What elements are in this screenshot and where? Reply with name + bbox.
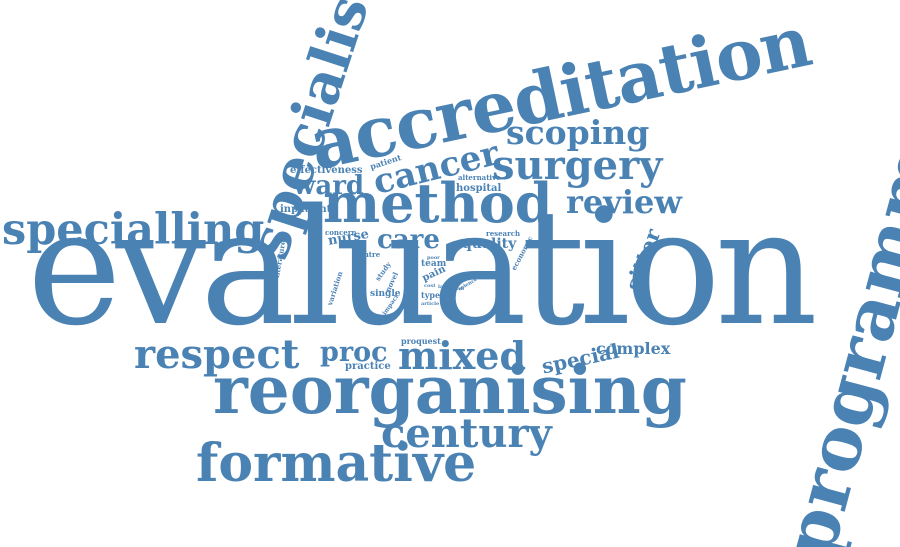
word-specialling: specialling bbox=[2, 205, 265, 255]
word-ward: ward bbox=[293, 171, 365, 201]
word-mixed: mixed bbox=[398, 333, 527, 378]
word-cost: cost bbox=[424, 283, 436, 289]
word-centre: centre bbox=[355, 250, 381, 259]
word-practice: practice bbox=[345, 361, 391, 372]
word-quality: quality bbox=[462, 236, 517, 252]
word-proc: proc bbox=[320, 337, 388, 368]
word-evaluation: evaluation bbox=[27, 174, 818, 361]
word-type: type bbox=[421, 290, 441, 300]
word-hospital: hospital bbox=[456, 183, 502, 194]
word-alternative: alternative bbox=[458, 173, 501, 182]
word-review: review bbox=[566, 183, 682, 221]
word-article: article bbox=[421, 301, 440, 307]
word-lack: lack bbox=[438, 284, 450, 290]
word-entail: entail bbox=[448, 286, 465, 292]
word-poor: poor bbox=[427, 255, 440, 261]
word-method: method bbox=[323, 171, 553, 235]
word-effectiveness: effectiveness bbox=[290, 165, 363, 176]
word-single: single bbox=[370, 289, 401, 299]
word-complex: complex bbox=[596, 339, 671, 358]
word-respect: respect bbox=[134, 331, 300, 378]
word-proquest: proquest bbox=[401, 336, 441, 346]
word-reorganising: reorganising bbox=[213, 351, 687, 429]
word-century: century bbox=[381, 410, 552, 457]
word-pilot: pilot bbox=[440, 291, 456, 298]
word-concern: concern bbox=[325, 228, 357, 237]
word-formative: formative bbox=[196, 433, 477, 494]
word-research: research bbox=[486, 229, 521, 238]
word-scoping: scoping bbox=[506, 113, 650, 152]
word-team: team bbox=[421, 259, 447, 269]
word-care: care bbox=[377, 225, 440, 255]
word-surgery: surgery bbox=[492, 142, 663, 189]
word-inpatient: inpatient bbox=[280, 204, 332, 215]
